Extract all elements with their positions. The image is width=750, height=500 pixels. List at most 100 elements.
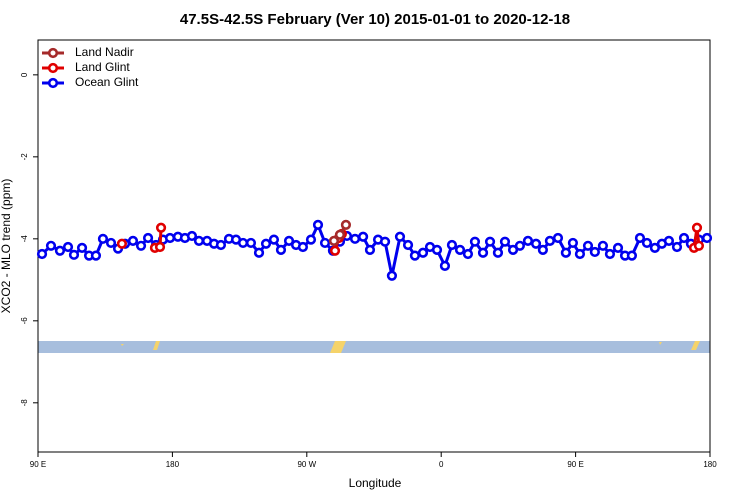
data-point [394,231,406,242]
data-point [36,248,48,260]
data-point [691,222,703,233]
x-tick-label: 90 E [30,460,46,469]
data-point [589,246,600,258]
y-tick-label: 0 [20,72,29,77]
data-point [305,234,317,245]
data-point [544,235,556,246]
data-point [97,233,109,244]
data-point [530,238,542,249]
data-point [329,245,341,256]
legend-label: Ocean Glint [75,75,139,89]
data-point [431,244,443,255]
data-point [582,240,594,251]
chart-title: 47.5S-42.5S February (Ver 10) 2015-01-01… [180,11,570,28]
data-point [142,232,154,244]
data-point [328,235,340,246]
data-point [253,247,265,258]
data-point [671,241,683,253]
data-point [567,237,579,249]
surface-strip [38,341,710,353]
data-point [312,219,324,230]
data-point [454,244,466,255]
data-point [237,237,249,249]
legend-label: Land Nadir [75,45,134,59]
data-point [499,236,511,247]
data-point [245,237,257,249]
x-tick-label: 90 E [567,460,583,469]
data-point [215,239,227,251]
y-tick-label: -8 [20,399,29,407]
data-point [641,237,653,249]
data-point [386,270,398,281]
data-point [649,242,660,253]
data-point [446,239,458,251]
data-point [105,237,117,249]
x-tick-label: 90 W [297,460,316,469]
data-point [164,232,176,244]
data-point [634,232,646,244]
data-point [364,244,376,255]
data-point [417,247,429,258]
data-point [116,238,128,249]
ocean-strip [38,341,710,353]
x-tick-label: 0 [439,460,444,469]
data-point [462,248,474,260]
data-point [193,235,205,246]
data-point [469,236,481,247]
data-point [522,235,534,246]
data-point [68,249,80,260]
data-point [340,219,352,230]
data-point [319,237,331,249]
data-point [574,248,586,260]
data-point [260,238,272,249]
data-point [76,242,88,253]
legend-marker [47,62,59,74]
data-point [663,235,675,246]
x-tick-label: 180 [703,460,717,469]
data-point [283,235,295,246]
data-point [45,240,57,251]
data-point [409,250,421,261]
data-point [439,260,451,271]
data-point [552,232,564,244]
data-point [626,250,637,261]
data-point [297,241,309,253]
y-tick-label: -2 [20,153,29,161]
data-point [678,232,690,244]
land-patch [659,342,662,345]
legend-label: Land Glint [75,60,130,74]
data-point [357,231,369,242]
data-point [484,236,496,247]
data-point [492,247,504,258]
data-point [275,244,287,255]
data-point [514,240,525,251]
data-point [186,230,198,242]
land-patch [153,341,160,350]
y-tick-label: -6 [20,317,29,325]
plot-frame [37,39,711,453]
data-point [349,233,361,244]
data-point [507,244,519,255]
legend-marker [47,77,59,89]
data-point [135,240,147,251]
data-point [155,222,167,233]
data-point [54,245,66,256]
data-point [560,247,571,258]
data-point [402,239,414,251]
data-point [693,240,705,251]
data-point [334,229,346,240]
land-patch [330,341,346,353]
data-point [379,236,391,247]
y-axis-label: XCO2 - MLO trend (ppm) [0,179,13,314]
data-point [537,244,548,255]
land-patch [121,344,124,346]
x-tick-label: 180 [166,460,180,469]
y-tick-label: -4 [20,235,29,243]
data-point [612,242,624,253]
data-point [268,234,280,245]
x-axis-label: Longitude [349,476,402,490]
data-point [62,241,74,253]
data-point [597,240,609,251]
